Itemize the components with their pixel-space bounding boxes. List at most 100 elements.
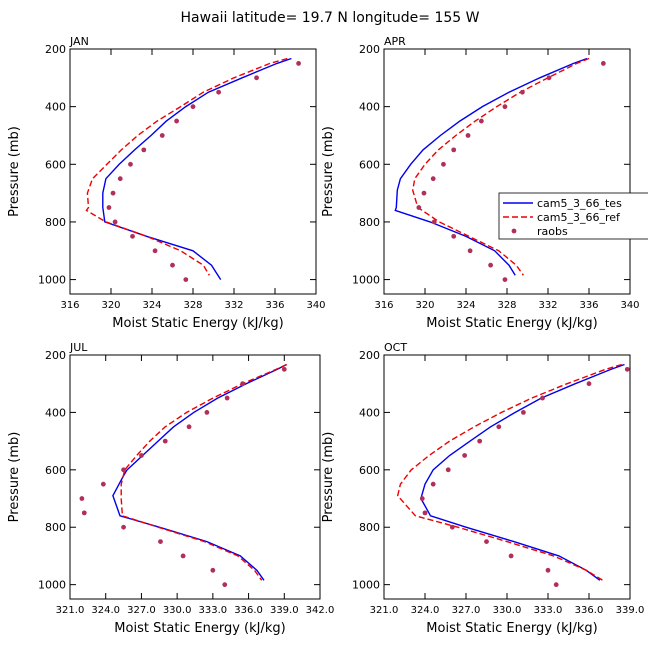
y-tick-label: 1000	[352, 579, 380, 592]
x-tick-label: 340	[306, 300, 325, 311]
y-tick-label: 400	[359, 101, 380, 114]
panel-label-apr: APR	[384, 35, 406, 48]
x-tick-label: 336.0	[234, 605, 263, 616]
raobs-point	[216, 89, 222, 95]
x-tick-label: 333.0	[199, 605, 228, 616]
raobs-point	[477, 438, 483, 444]
chart-panel-jul: JUL 321.0 324.0 327.0 330.0 333.0 336.0 339.0 34…	[7, 341, 334, 636]
panel-label-jul: JUL	[69, 341, 88, 354]
raobs-point	[110, 190, 116, 196]
x-tick-label: 320	[415, 300, 434, 311]
x-tick-label: 336	[579, 300, 598, 311]
y-tick-label: 200	[45, 349, 66, 362]
raobs-point	[81, 510, 87, 516]
raobs-point	[170, 262, 175, 268]
ref-series-line	[85, 57, 288, 276]
y-tick-label: 600	[359, 464, 380, 477]
x-tick-label: 333.0	[534, 605, 563, 616]
raobs-point	[281, 366, 287, 372]
x-tick-label: 321.0	[56, 605, 85, 616]
raobs-point	[545, 567, 551, 573]
x-axis-title: Moist Static Energy (kJ/kg)	[426, 621, 597, 636]
raobs-point	[416, 205, 422, 210]
x-tick-label: 328	[183, 300, 202, 311]
raobs-point	[79, 496, 85, 501]
ref-series-line	[120, 363, 287, 581]
raobs-point	[139, 453, 144, 458]
y-tick-label: 1000	[352, 274, 380, 287]
y-tick-label: 800	[45, 216, 66, 229]
y-tick-label: 1000	[38, 579, 66, 592]
raobs-point	[484, 539, 489, 544]
x-axis-title: Moist Static Energy (kJ/kg)	[112, 316, 283, 331]
raobs-point	[422, 510, 428, 516]
raobs-point	[451, 233, 457, 239]
y-tick-label: 800	[359, 521, 380, 534]
raobs-point	[130, 233, 135, 239]
raobs-point	[141, 147, 147, 153]
raobs-point	[158, 539, 163, 544]
y-axis-title: Pressure (mb)	[321, 126, 336, 217]
raobs-point	[540, 395, 545, 401]
x-tick-label: 332	[224, 300, 243, 311]
y-tick-label: 400	[45, 101, 66, 114]
raobs-point	[240, 381, 246, 387]
raobs-point	[600, 61, 606, 66]
ref-series-line	[411, 57, 590, 276]
raobs-point	[128, 161, 133, 167]
raobs-point	[159, 133, 165, 138]
x-tick-label: 324.0	[411, 605, 440, 616]
y-tick-label: 400	[359, 406, 380, 419]
chart-panel-oct: OCT 321.0 324.0 327.0 330.0 333.0 336.0 339.0 20…	[321, 341, 644, 636]
raobs-point	[553, 582, 559, 588]
x-tick-label: 320	[101, 300, 120, 311]
raobs-point	[430, 176, 436, 182]
x-tick-label: 324.0	[91, 605, 120, 616]
raobs-point	[210, 567, 216, 573]
panel-label-jan: JAN	[69, 35, 89, 48]
raobs-point	[421, 190, 427, 196]
raobs-point	[224, 395, 230, 401]
x-axis-title: Moist Static Energy (kJ/kg)	[426, 316, 597, 331]
raobs-point	[430, 481, 436, 487]
x-tick-label: 328	[497, 300, 516, 311]
y-axis-title: Pressure (mb)	[7, 126, 22, 217]
x-axis-title: Moist Static Energy (kJ/kg)	[114, 621, 285, 636]
y-tick-label: 400	[45, 406, 66, 419]
legend-raobs-marker	[511, 228, 517, 234]
raobs-point	[162, 438, 168, 444]
raobs-point	[186, 424, 192, 430]
raobs-point	[519, 89, 525, 95]
raobs-point	[624, 366, 630, 372]
x-tick-label: 332	[538, 300, 557, 311]
y-tick-label: 200	[359, 349, 380, 362]
raobs-point	[451, 147, 457, 153]
raobs-point	[222, 582, 228, 588]
raobs-point	[174, 118, 180, 124]
x-tick-label: 339.0	[616, 605, 645, 616]
x-tick-label: 327.0	[127, 605, 156, 616]
y-axis-title: Pressure (mb)	[321, 432, 336, 523]
x-tick-label: 324	[456, 300, 475, 311]
raobs-point	[502, 277, 508, 282]
test-series-line	[112, 363, 288, 581]
y-tick-label: 600	[359, 158, 380, 171]
legend-box	[498, 192, 648, 240]
raobs-point	[546, 75, 552, 81]
raobs-point	[112, 219, 118, 225]
legend-entry-label: cam5_3_66_tes	[537, 197, 622, 210]
x-tick-label: 340	[620, 300, 639, 311]
chart-panel-jan: JAN 316 320 324 328 332 336 340 200 400 600 800 1000…	[7, 35, 326, 331]
y-tick-label: 800	[45, 521, 66, 534]
plot-frame	[69, 354, 321, 600]
x-tick-label: 316	[60, 300, 79, 311]
y-tick-label: 800	[359, 216, 380, 229]
y-tick-label: 200	[45, 43, 66, 56]
plot-frame	[69, 48, 317, 295]
chart-panels: JAN 316 320 324 328 332 336 340 200 400 600 800 1000…	[7, 35, 648, 636]
y-tick-label: 1000	[38, 274, 66, 287]
raobs-point	[478, 118, 484, 124]
y-axis-title: Pressure (mb)	[7, 432, 22, 523]
x-tick-label: 327.0	[452, 605, 481, 616]
